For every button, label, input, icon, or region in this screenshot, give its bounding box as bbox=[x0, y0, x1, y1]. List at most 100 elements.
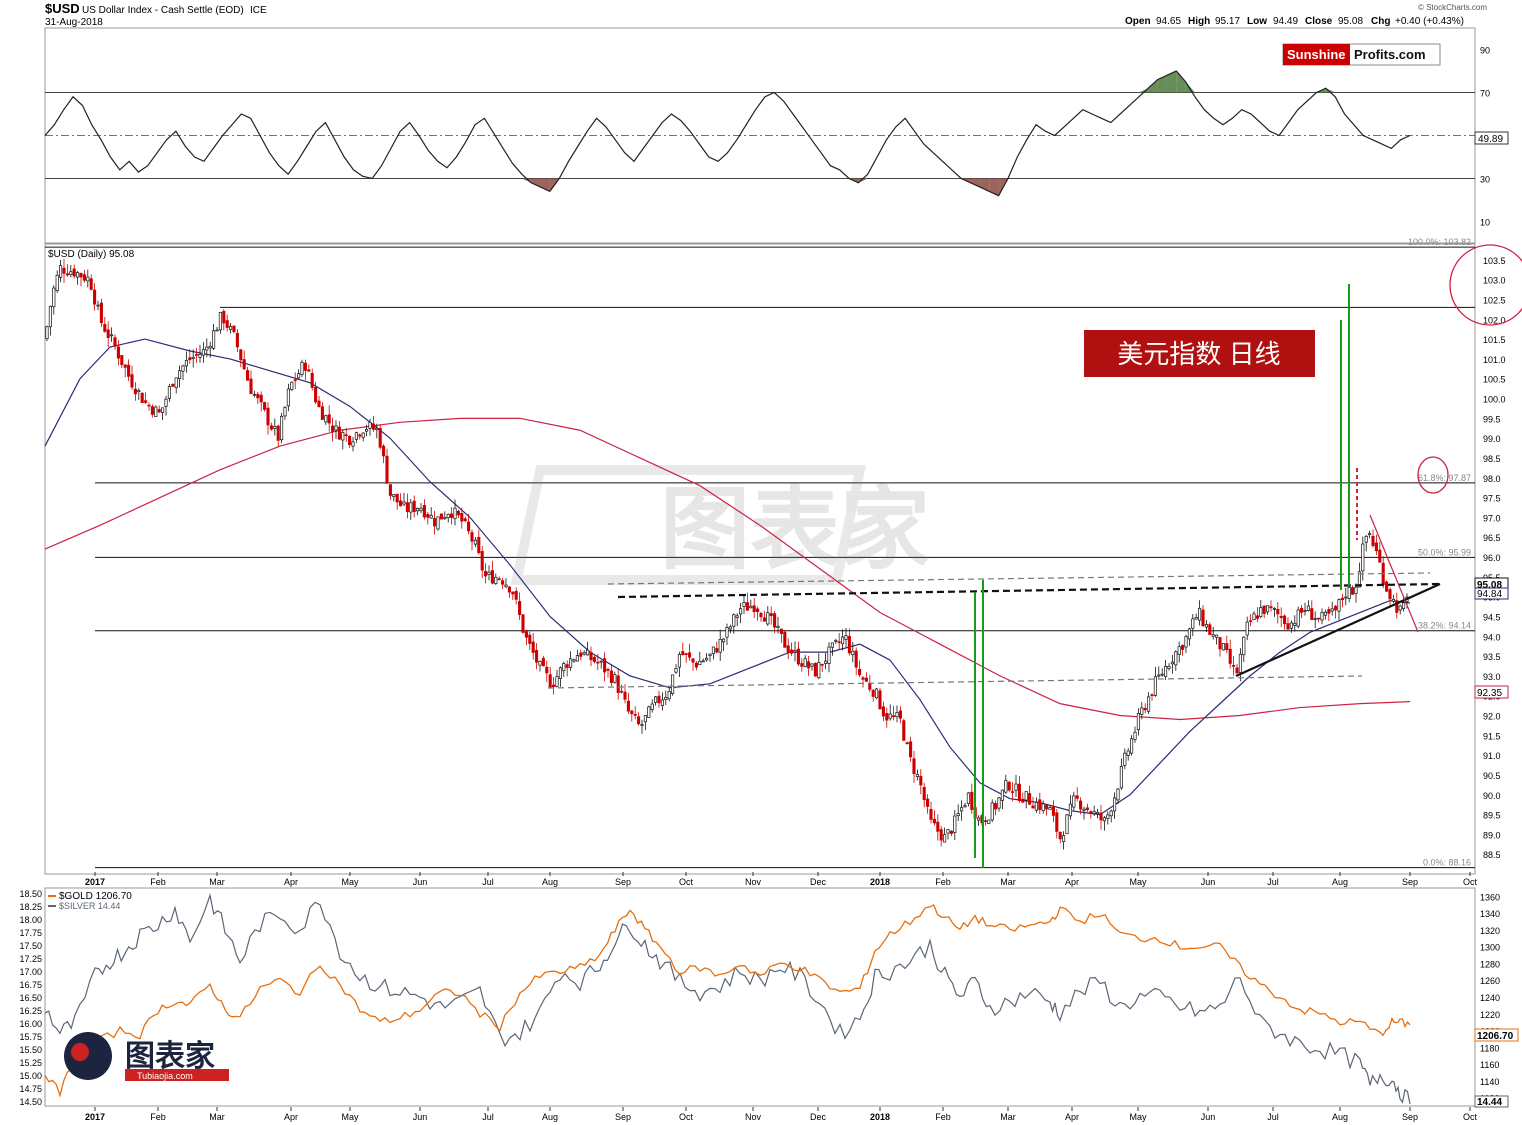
candle-body bbox=[1317, 618, 1319, 619]
candle-body bbox=[1154, 677, 1156, 696]
candle-body bbox=[1181, 645, 1183, 649]
candle-body bbox=[1107, 815, 1109, 819]
candle-body bbox=[739, 609, 741, 614]
price-tick: 100.0 bbox=[1483, 395, 1506, 405]
candle-body bbox=[590, 652, 592, 659]
candle-body bbox=[522, 615, 524, 633]
candle-body bbox=[399, 501, 401, 506]
candle-body bbox=[127, 365, 129, 376]
candle-body bbox=[773, 614, 775, 628]
candle-body bbox=[1273, 608, 1275, 609]
candle-body bbox=[117, 347, 119, 358]
candle-body bbox=[954, 816, 956, 833]
candle-body bbox=[1005, 780, 1007, 792]
candle-body bbox=[1069, 804, 1071, 816]
candle-body bbox=[440, 514, 442, 519]
candle-body bbox=[586, 650, 588, 655]
month-label: Mar bbox=[209, 877, 225, 887]
candle-body bbox=[648, 707, 650, 718]
candle-body bbox=[416, 508, 418, 511]
candle-body bbox=[134, 389, 136, 394]
price-tick: 103.0 bbox=[1483, 276, 1506, 286]
candle-body bbox=[872, 690, 874, 696]
candle-body bbox=[1246, 622, 1248, 635]
candle-body bbox=[913, 759, 915, 774]
month-label: 2018 bbox=[870, 1112, 890, 1122]
candle-body bbox=[705, 658, 707, 660]
candle-body bbox=[1079, 801, 1081, 809]
candle-body bbox=[1266, 606, 1268, 612]
candle-body bbox=[467, 522, 469, 531]
month-label: Dec bbox=[810, 877, 827, 887]
logo-text: 图表家 bbox=[125, 1040, 215, 1073]
candle-body bbox=[433, 518, 435, 526]
candle-body bbox=[90, 279, 92, 290]
candle-body bbox=[202, 350, 204, 355]
candle-body bbox=[1341, 598, 1343, 599]
candle-body bbox=[699, 661, 701, 664]
silver-tick: 16.50 bbox=[19, 993, 42, 1003]
chg-value: +0.40 (+0.43%) bbox=[1395, 16, 1464, 27]
price-tick: 89.0 bbox=[1483, 830, 1501, 840]
rsi-tick: 90 bbox=[1480, 46, 1490, 56]
candle-body bbox=[967, 793, 969, 804]
candle-body bbox=[879, 691, 881, 709]
candle-body bbox=[831, 643, 833, 647]
month-label: Sep bbox=[1402, 1112, 1418, 1122]
candle-body bbox=[267, 408, 269, 425]
candle-body bbox=[614, 675, 616, 683]
rsi-tick: 30 bbox=[1480, 175, 1490, 185]
candle-body bbox=[950, 831, 952, 833]
candle-body bbox=[263, 403, 265, 410]
candle-body bbox=[495, 577, 497, 583]
candle-body bbox=[148, 405, 150, 406]
candle-body bbox=[1253, 614, 1255, 620]
candle-body bbox=[841, 637, 843, 644]
candle-body bbox=[678, 654, 680, 667]
candle-body bbox=[600, 661, 602, 662]
candle-body bbox=[1338, 600, 1340, 612]
candle-body bbox=[668, 691, 670, 698]
candle-body bbox=[1399, 606, 1401, 610]
candle-body bbox=[1226, 644, 1228, 650]
price-tick: 96.0 bbox=[1483, 553, 1501, 563]
candle-body bbox=[464, 519, 466, 521]
candle-body bbox=[161, 408, 163, 413]
candle-body bbox=[546, 667, 548, 673]
silver-badge: 14.44 bbox=[1477, 1097, 1502, 1108]
candle-body bbox=[53, 288, 55, 307]
candle-body bbox=[76, 272, 78, 277]
silver-tick: 16.00 bbox=[19, 1019, 42, 1029]
month-label: Feb bbox=[935, 1112, 951, 1122]
candle-body bbox=[270, 426, 272, 429]
candle-body bbox=[896, 712, 898, 716]
candle-body bbox=[620, 691, 622, 692]
month-label: 2018 bbox=[870, 877, 890, 887]
month-label: Jul bbox=[1267, 877, 1279, 887]
description: US Dollar Index - Cash Settle (EOD) bbox=[82, 5, 244, 16]
candle-body bbox=[155, 407, 157, 417]
symbol: $USD bbox=[45, 1, 80, 16]
candle-body bbox=[787, 646, 789, 652]
month-label: Sep bbox=[615, 877, 631, 887]
candle-body bbox=[760, 613, 762, 617]
candle-body bbox=[617, 676, 619, 693]
month-label: Oct bbox=[1463, 877, 1478, 887]
month-label: May bbox=[341, 1112, 359, 1122]
candle-body bbox=[1035, 802, 1037, 810]
candle-body bbox=[1059, 832, 1061, 839]
candle-body bbox=[835, 640, 837, 641]
candle-body bbox=[372, 424, 374, 429]
date: 31-Aug-2018 bbox=[45, 17, 103, 28]
candle-body bbox=[291, 382, 293, 389]
candle-body bbox=[542, 658, 544, 665]
candle-body bbox=[382, 446, 384, 456]
price-axis: 103.5 103.0 102.5 102.0 101.5 101.0 100.5 100.0… bbox=[1483, 256, 1506, 860]
candle-body bbox=[566, 665, 568, 668]
candle-body bbox=[97, 305, 99, 306]
candle-body bbox=[66, 274, 68, 275]
candle-body bbox=[403, 502, 405, 504]
candle-body bbox=[1236, 668, 1238, 673]
candle-body bbox=[87, 277, 89, 281]
month-label: Apr bbox=[284, 877, 298, 887]
